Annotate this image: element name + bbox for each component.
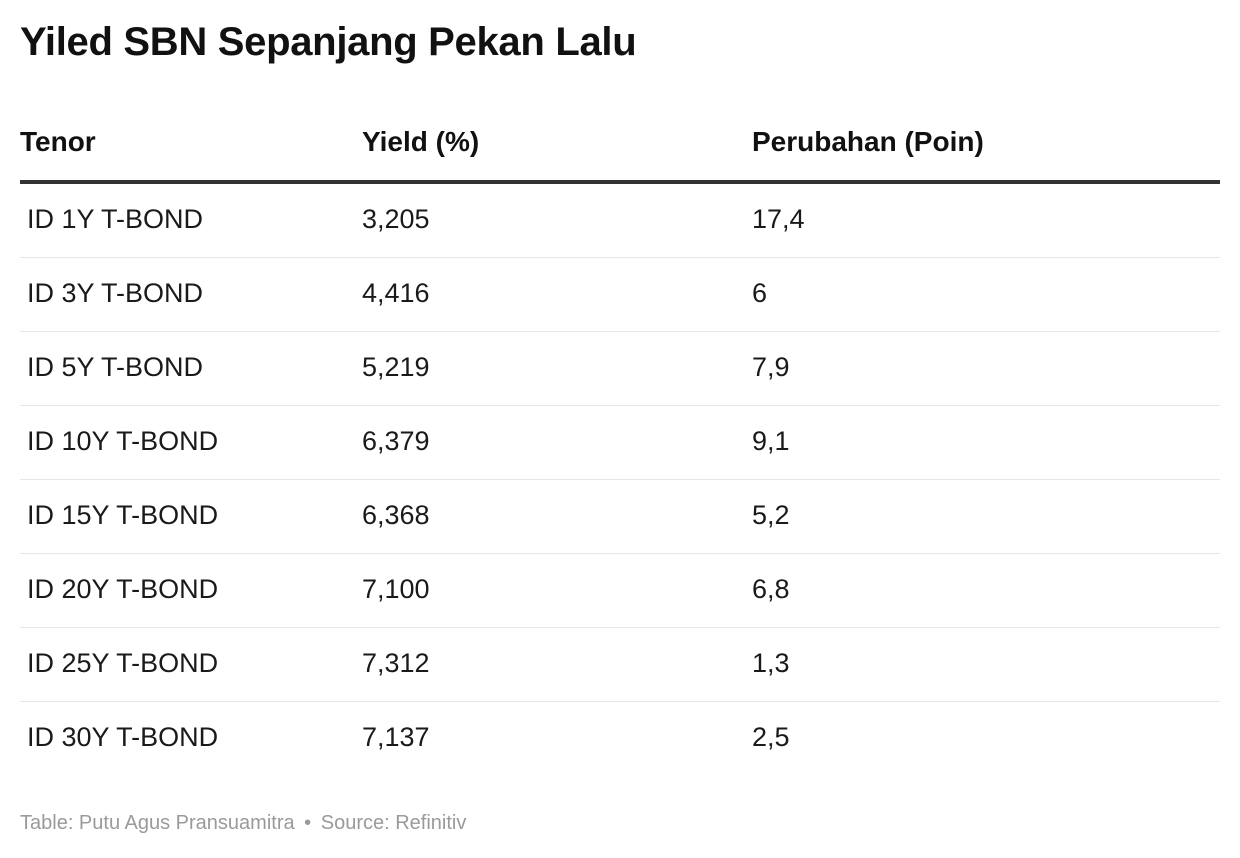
header-yield: Yield (%): [362, 126, 480, 157]
table-row: ID 20Y T-BOND 7,100 6,8: [20, 554, 1220, 628]
cell-yield: 7,137: [362, 722, 430, 752]
data-table: Tenor Yield (%) Perubahan (Poin) ID 1Y T…: [20, 104, 1220, 775]
table-row: ID 25Y T-BOND 7,312 1,3: [20, 628, 1220, 702]
table-row: ID 5Y T-BOND 5,219 7,9: [20, 332, 1220, 406]
cell-tenor: ID 3Y T-BOND: [27, 278, 204, 308]
cell-yield: 5,219: [362, 352, 430, 382]
header-change: Perubahan (Poin): [752, 126, 984, 157]
footer-separator: •: [304, 812, 312, 834]
cell-tenor: ID 15Y T-BOND: [27, 500, 219, 530]
cell-change: 5,2: [752, 500, 790, 530]
cell-yield: 4,416: [362, 278, 430, 308]
table-row: ID 30Y T-BOND 7,137 2,5: [20, 702, 1220, 775]
table-title: Yiled SBN Sepanjang Pekan Lalu: [20, 20, 637, 64]
cell-tenor: ID 10Y T-BOND: [27, 426, 219, 456]
table-row: ID 3Y T-BOND 4,416 6: [20, 258, 1220, 332]
cell-change: 7,9: [752, 352, 790, 382]
source-credit: Source: Refinitiv: [320, 812, 467, 834]
cell-tenor: ID 25Y T-BOND: [27, 648, 219, 678]
table-header-row: Tenor Yield (%) Perubahan (Poin): [20, 104, 1220, 184]
table-row: ID 15Y T-BOND 6,368 5,2: [20, 480, 1220, 554]
table-credit: Table: Putu Agus Pransuamitra: [20, 812, 295, 834]
cell-yield: 7,100: [362, 574, 430, 604]
cell-change: 17,4: [752, 204, 805, 234]
cell-change: 6,8: [752, 574, 790, 604]
cell-tenor: ID 20Y T-BOND: [27, 574, 219, 604]
cell-yield: 6,379: [362, 426, 430, 456]
cell-tenor: ID 1Y T-BOND: [27, 204, 204, 234]
cell-tenor: ID 30Y T-BOND: [27, 722, 219, 752]
cell-change: 1,3: [752, 648, 790, 678]
cell-tenor: ID 5Y T-BOND: [27, 352, 204, 382]
table-row: ID 10Y T-BOND 6,379 9,1: [20, 406, 1220, 480]
header-tenor: Tenor: [20, 126, 96, 157]
cell-yield: 7,312: [362, 648, 430, 678]
table-row: ID 1Y T-BOND 3,205 17,4: [20, 184, 1220, 258]
cell-change: 6: [752, 278, 768, 308]
cell-yield: 6,368: [362, 500, 430, 530]
cell-change: 2,5: [752, 722, 790, 752]
cell-yield: 3,205: [362, 204, 430, 234]
cell-change: 9,1: [752, 426, 790, 456]
footer-credits: Table: Putu Agus Pransuamitra • Source: …: [20, 812, 466, 835]
